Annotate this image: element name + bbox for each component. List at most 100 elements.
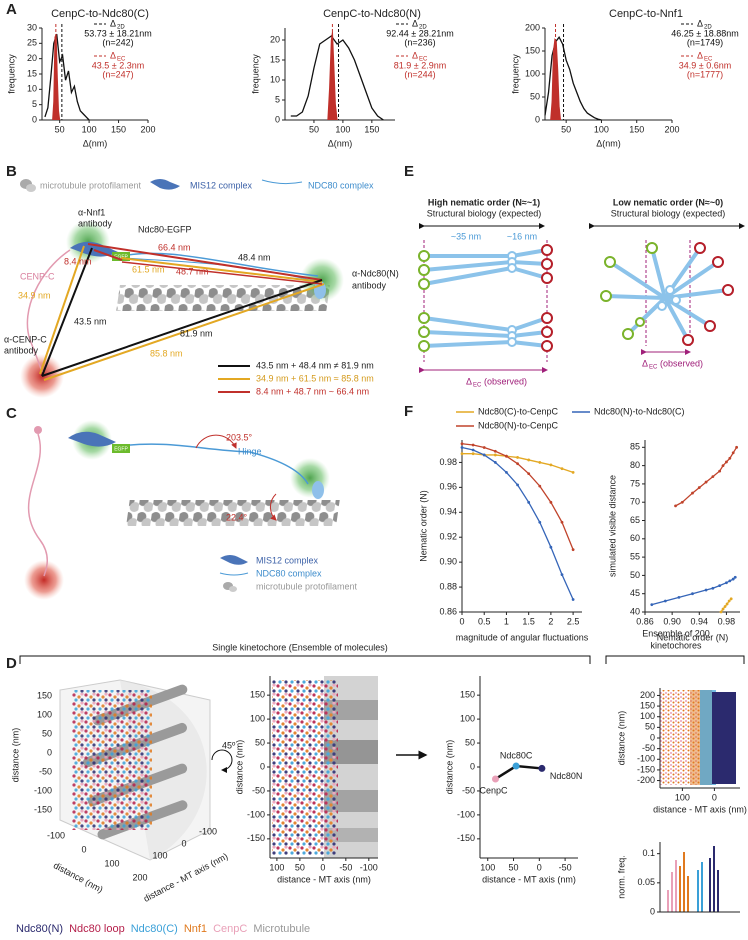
label: CENP-C <box>20 271 55 281</box>
legend-label: microtubule protofilament <box>256 581 358 591</box>
z-tick-label: 150 <box>37 690 52 700</box>
x-axis-label: magnitude of angular fluctuations <box>456 632 589 642</box>
n-label: (n=1777) <box>687 69 723 79</box>
heading: kinetochores <box>650 640 702 650</box>
point <box>721 464 725 468</box>
y-tick-label: 50 <box>530 91 540 101</box>
y-tick-label: 100 <box>460 713 475 723</box>
panel-label: E <box>404 163 414 180</box>
y-tick-label: -100 <box>247 809 265 819</box>
x-tick-label: 0 <box>320 862 325 872</box>
equation: 43.5 nm + 48.4 nm ≠ 81.9 nm <box>256 360 374 370</box>
legend-label: Ndc80(C)-to-CenpC <box>478 406 559 416</box>
y-axis-label: frequency <box>250 54 260 94</box>
point <box>505 454 508 458</box>
point <box>731 451 735 455</box>
y-tick-label: 20 <box>27 53 37 63</box>
point <box>571 598 575 601</box>
point <box>727 599 731 603</box>
point <box>549 463 553 467</box>
point <box>650 603 654 607</box>
legend-label: Δ <box>697 50 703 60</box>
distance-label: 8.4 nm <box>64 256 92 266</box>
x-tick-label: 50 <box>55 124 65 134</box>
y-tick-label: 150 <box>250 690 265 700</box>
point <box>697 486 701 489</box>
point <box>516 483 519 487</box>
y-tick-label: 75 <box>630 478 640 488</box>
legend-label: Ndc80(N) <box>16 923 63 935</box>
point <box>571 471 575 474</box>
y-tick-label: 30 <box>27 22 37 32</box>
chart-title: CenpC-to-Nnf1 <box>609 8 683 20</box>
y-tick-label: 0.94 <box>439 507 457 517</box>
stat-label: 81.9 ± 2.9nm <box>394 60 446 70</box>
y-tick-label: 55 <box>630 551 640 561</box>
point <box>538 764 546 772</box>
point <box>733 575 737 579</box>
y-axis-label: frequency <box>6 54 16 94</box>
y-tick-label: -150 <box>247 833 265 843</box>
x-tick-label: 200 <box>140 124 155 134</box>
y-tick-label: -100 <box>637 754 655 764</box>
legend-label: Nnf1 <box>184 923 207 935</box>
y-tick-label: 70 <box>630 497 640 507</box>
y-tick-label: -50 <box>462 785 475 795</box>
y-tick-label: 25 <box>27 38 37 48</box>
x-tick-label: 0.94 <box>691 616 709 626</box>
point <box>516 456 519 459</box>
x-tick-label: 100 <box>82 124 97 134</box>
y-tick-label: 100 <box>640 711 655 721</box>
y-tick-label: 5 <box>275 94 280 104</box>
legend-label: MIS12 complex <box>256 555 319 565</box>
x-tick-label: 0 <box>459 616 464 626</box>
y-tick-label: 0.96 <box>439 482 457 492</box>
point <box>471 443 475 447</box>
x-tick-label: 100 <box>675 792 690 802</box>
legend-label: Δ <box>110 50 116 60</box>
point <box>493 453 497 457</box>
point <box>527 500 531 504</box>
heading: Ensemble of 200 <box>642 628 710 638</box>
point <box>728 579 732 583</box>
z-tick-label: 0 <box>47 747 52 757</box>
y-tick-label: 5 <box>32 99 37 109</box>
y-tick-label: 0 <box>650 906 655 916</box>
x-axis-label: Δ(nm) <box>596 138 621 148</box>
distance-label: 43.5 nm <box>74 316 107 326</box>
x-axis-label: Nematic order (N) <box>657 632 729 642</box>
x-tick-label: 0 <box>712 792 717 802</box>
point <box>691 592 694 596</box>
n-label: (n=247) <box>102 69 133 79</box>
equation: 8.4 nm + 48.7 nm ~ 66.4 nm <box>256 386 369 396</box>
y-tick-label: 200 <box>640 690 655 700</box>
y-tick-label: 65 <box>630 515 640 525</box>
y-tick-label: -150 <box>637 764 655 774</box>
point <box>680 500 684 504</box>
panel-label: F <box>404 403 413 420</box>
x-axis-label: Δ(nm) <box>83 138 108 148</box>
y-tick-label: 0.88 <box>439 581 457 591</box>
chart-title: CenpC-to-Ndc80(N) <box>323 8 421 20</box>
heading: Single kinetochore (Ensemble of molecule… <box>212 642 388 652</box>
x-tick-label: 2 <box>548 616 553 626</box>
distance-label: 48.4 nm <box>238 252 271 262</box>
legend-label: microtubule protofilament <box>40 180 142 190</box>
z-tick-label: -150 <box>34 804 52 814</box>
y-tick-label: -50 <box>252 785 265 795</box>
x-tick-label: 150 <box>629 124 644 134</box>
length-label: ~16 nm <box>507 231 537 241</box>
y-tick-label: 10 <box>270 74 280 84</box>
y-axis-label: distance (nm) <box>616 711 626 766</box>
point-label: CenpC <box>479 785 508 795</box>
y-axis-label: Nematic order (N) <box>418 490 428 562</box>
x-tick-label: 2.5 <box>567 616 580 626</box>
y-tick-label: 100 <box>152 850 167 860</box>
z-tick-label: -50 <box>39 766 52 776</box>
y-tick-label: 150 <box>460 690 475 700</box>
y-tick-label: 20 <box>270 34 280 44</box>
x-tick-label: 0.86 <box>636 616 654 626</box>
delta: Δ <box>466 376 472 386</box>
legend-label: Microtubule <box>253 923 310 935</box>
label: α-Ndc80(N) <box>352 268 399 278</box>
